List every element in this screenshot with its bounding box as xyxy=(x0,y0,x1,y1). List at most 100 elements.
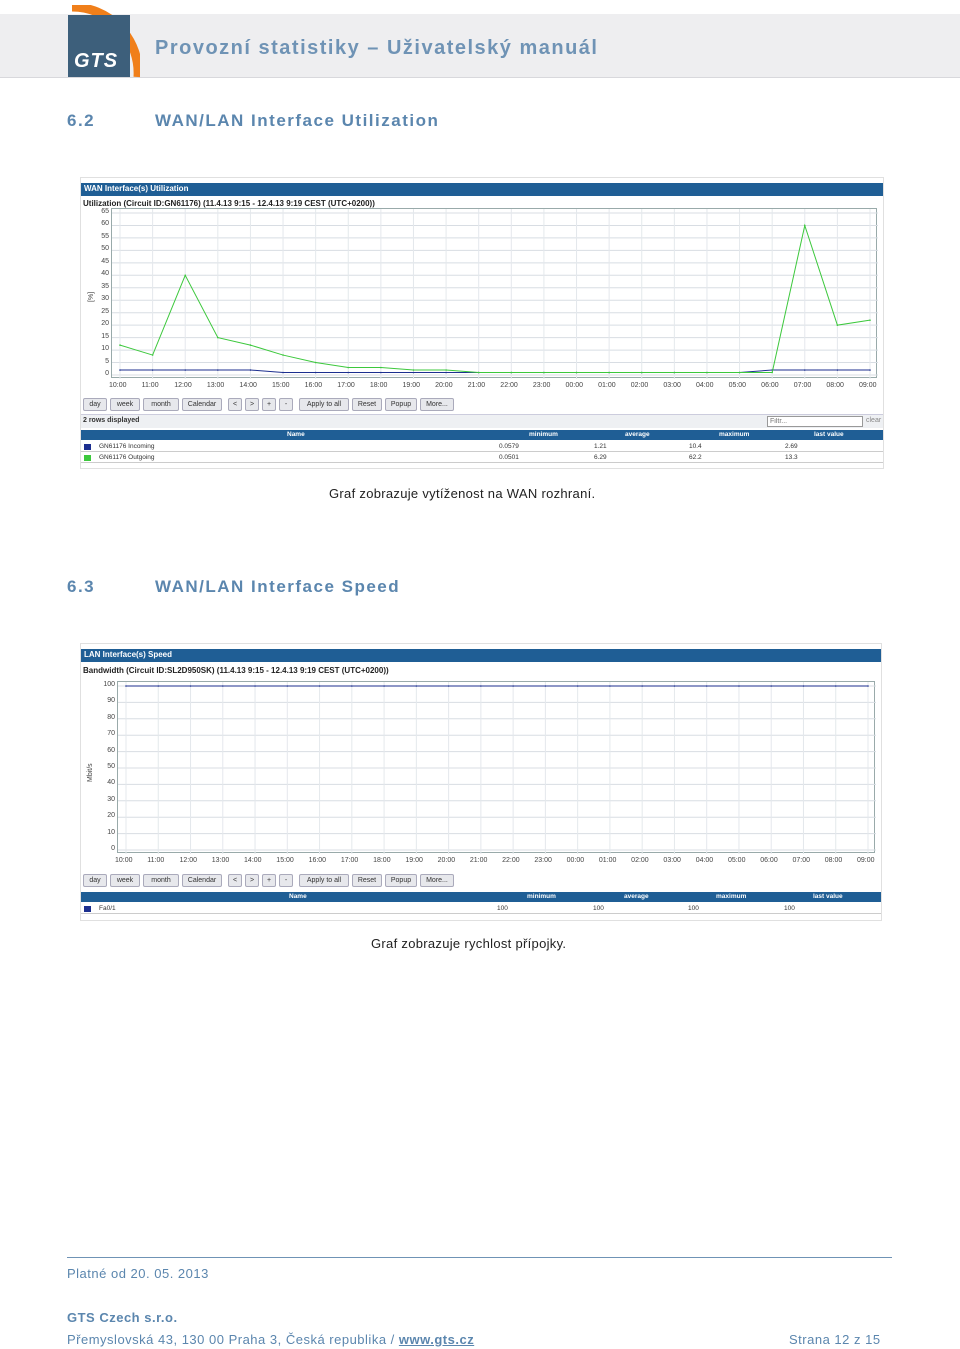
col-average[interactable]: average xyxy=(624,893,649,900)
col-name[interactable]: Name xyxy=(289,893,307,900)
company-address: Přemyslovská 43, 130 00 Praha 3, Česká r… xyxy=(67,1332,474,1347)
toolbar-button-calendar[interactable]: Calendar xyxy=(182,874,222,887)
speed-plot[interactable] xyxy=(117,681,876,854)
x-tick-label: 12:00 xyxy=(179,857,198,864)
toolbar-button-day[interactable]: day xyxy=(83,398,107,411)
table-row[interactable]: GN61176 Outgoing 0.0501 6.29 62.2 13.3 xyxy=(81,453,883,463)
toolbar-button-[interactable]: > xyxy=(245,874,259,887)
toolbar-button-month[interactable]: month xyxy=(143,874,179,887)
data-point xyxy=(867,685,869,687)
toolbar-button-apply-to-all[interactable]: Apply to all xyxy=(299,398,349,411)
toolbar-button-reset[interactable]: Reset xyxy=(352,874,382,887)
utilization-window: WAN Interface(s) Utilization Utilization… xyxy=(80,177,884,469)
y-tick-label: 20 xyxy=(107,812,115,820)
toolbar-button-day[interactable]: day xyxy=(83,874,107,887)
data-point xyxy=(383,685,385,687)
toolbar-button-[interactable]: - xyxy=(279,398,293,411)
col-name[interactable]: Name xyxy=(287,431,305,438)
toolbar-button-[interactable]: + xyxy=(262,874,276,887)
x-tick-label: 08:00 xyxy=(826,382,844,389)
data-point xyxy=(543,371,545,374)
data-point xyxy=(738,371,741,374)
x-tick-label: 11:00 xyxy=(147,857,165,864)
toolbar-button-week[interactable]: week xyxy=(110,398,140,411)
data-point xyxy=(576,685,579,687)
section-number: 6.2 xyxy=(67,111,96,130)
toolbar-button-popup[interactable]: Popup xyxy=(385,398,417,411)
header-title: Provozní statistiky – Uživatelský manuál xyxy=(155,37,599,59)
filter-input[interactable] xyxy=(767,416,863,427)
data-point xyxy=(254,685,256,687)
series-swatch xyxy=(84,455,91,461)
toolbar-button-calendar[interactable]: Calendar xyxy=(182,398,222,411)
data-point xyxy=(869,369,871,371)
col-average[interactable]: average xyxy=(625,431,650,438)
toolbar-button-[interactable]: < xyxy=(228,398,242,411)
x-tick-label: 19:00 xyxy=(402,382,420,389)
data-point xyxy=(415,685,418,687)
data-point xyxy=(184,369,187,371)
toolbar-button-week[interactable]: week xyxy=(110,874,140,887)
speed-chart-svg xyxy=(118,682,876,854)
row-average: 100 xyxy=(593,905,604,912)
toolbar-button-[interactable]: + xyxy=(262,398,276,411)
data-point xyxy=(706,371,708,374)
x-tick-label: 14:00 xyxy=(244,857,262,864)
x-tick-label: 19:00 xyxy=(405,857,423,864)
x-tick-label: 20:00 xyxy=(435,382,453,389)
row-maximum: 100 xyxy=(688,905,699,912)
y-tick-label: 35 xyxy=(101,282,109,290)
section-heading-6-3: 6.3 WAN/LAN Interface Speed xyxy=(67,577,400,597)
data-point xyxy=(157,685,160,687)
y-tick-label: 30 xyxy=(107,795,115,803)
data-point xyxy=(125,685,127,687)
x-tick-label: 15:00 xyxy=(276,857,294,864)
series-line-2 xyxy=(119,223,871,374)
toolbar-button-more[interactable]: More... xyxy=(420,874,454,887)
col-minimum[interactable]: minimum xyxy=(527,893,556,900)
toolbar-button-[interactable]: > xyxy=(245,398,259,411)
data-point xyxy=(869,319,871,321)
col-last-value[interactable]: last value xyxy=(814,431,844,438)
data-point xyxy=(771,371,773,374)
toolbar-button-apply-to-all[interactable]: Apply to all xyxy=(299,874,349,887)
x-tick-label: 20:00 xyxy=(437,857,456,864)
toolbar-button-[interactable]: - xyxy=(279,874,293,887)
rows-bar: 2 rows displayed clear xyxy=(81,414,883,428)
x-tick-label: 03:00 xyxy=(663,857,681,864)
table-row[interactable]: GN61176 Incoming 0.0579 1.21 10.4 2.69 xyxy=(81,442,883,452)
x-tick-label: 11:00 xyxy=(141,382,159,389)
data-point xyxy=(282,371,284,374)
website-link[interactable]: www.gts.cz xyxy=(398,1332,475,1347)
data-point xyxy=(803,369,806,371)
x-tick-label: 04:00 xyxy=(695,857,714,864)
utilization-plot[interactable] xyxy=(111,208,878,379)
row-maximum: 62.2 xyxy=(689,454,702,461)
toolbar-button-more[interactable]: More... xyxy=(420,398,454,411)
data-point xyxy=(836,324,839,326)
col-maximum[interactable]: maximum xyxy=(719,431,750,438)
caption-utilization: Graf zobrazuje vytíženost na WAN rozhran… xyxy=(329,486,596,501)
caption-speed: Graf zobrazuje rychlost přípojky. xyxy=(371,936,567,951)
clear-link[interactable]: clear xyxy=(866,417,882,424)
table-row[interactable]: Fa0/1 100 100 100 100 xyxy=(81,904,881,914)
col-last-value[interactable]: last value xyxy=(813,893,843,900)
y-tick-label: 70 xyxy=(107,730,115,738)
col-maximum[interactable]: maximum xyxy=(716,893,747,900)
toolbar-button-popup[interactable]: Popup xyxy=(385,874,417,887)
window-title: LAN Interface(s) Speed xyxy=(81,649,881,662)
y-tick-label: 45 xyxy=(101,257,109,265)
toolbar-button-[interactable]: < xyxy=(228,874,242,887)
x-tick-label: 22:00 xyxy=(502,857,520,864)
toolbar-button-reset[interactable]: Reset xyxy=(352,398,382,411)
data-point xyxy=(803,224,806,227)
section-number: 6.3 xyxy=(67,577,96,596)
col-minimum[interactable]: minimum xyxy=(529,431,558,438)
toolbar-button-month[interactable]: month xyxy=(143,398,179,411)
x-tick-label: 05:00 xyxy=(728,382,747,389)
utilization-chart-svg xyxy=(112,209,878,379)
chart-subtitle: Bandwidth (Circuit ID:SL2D950SK) (11.4.1… xyxy=(83,666,389,675)
y-tick-label: 10 xyxy=(101,345,109,353)
data-point xyxy=(184,274,187,277)
y-tick-label: 25 xyxy=(101,307,109,315)
